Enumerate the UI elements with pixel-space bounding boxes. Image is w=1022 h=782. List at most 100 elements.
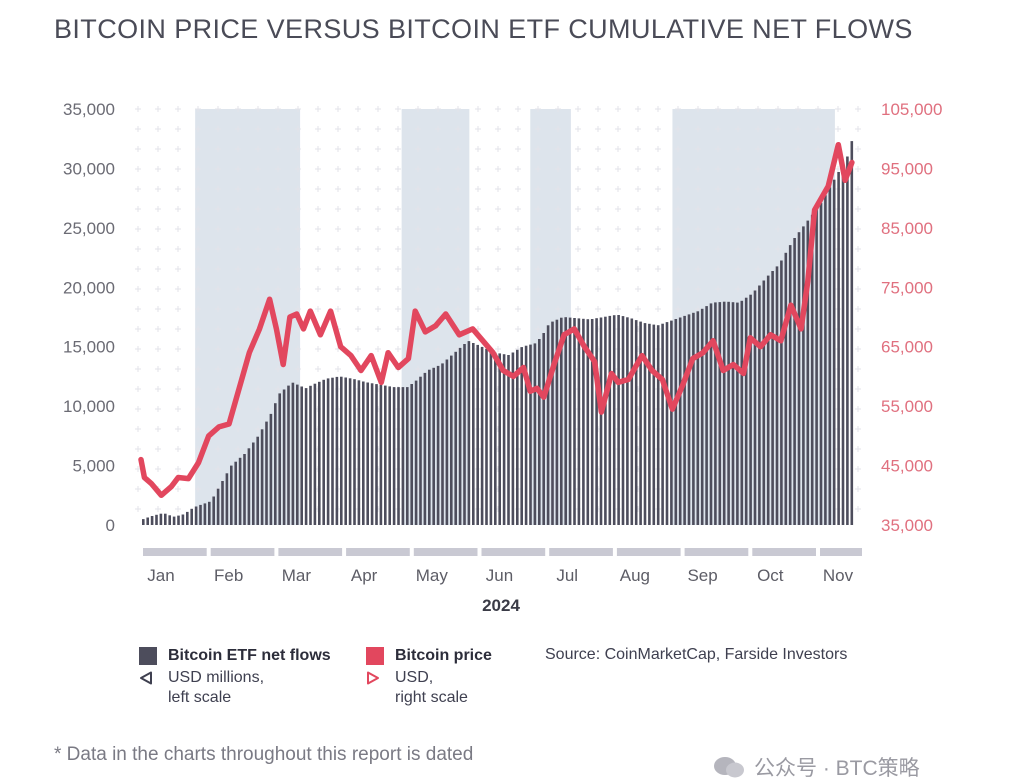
grid-cross (255, 246, 261, 252)
grid-cross (155, 186, 161, 192)
month-segment (549, 548, 613, 556)
etf-flow-bar (348, 378, 352, 525)
grid-cross (655, 286, 661, 292)
grid-cross (135, 366, 141, 372)
grid-cross (515, 306, 521, 312)
grid-cross (135, 426, 141, 432)
grid-cross (455, 266, 461, 272)
grid-cross (455, 306, 461, 312)
etf-flow-bar (828, 187, 832, 525)
left-tick-label: 5,000 (72, 457, 115, 476)
month-segment (684, 548, 749, 556)
month-segment (616, 548, 681, 556)
grid-cross (175, 286, 181, 292)
grid-cross (475, 286, 481, 292)
grid-cross (455, 186, 461, 192)
grid-cross (855, 166, 861, 172)
etf-flow-bar (142, 519, 145, 525)
grid-cross (355, 326, 361, 332)
grid-cross (835, 106, 841, 112)
grid-cross (255, 126, 261, 132)
etf-flow-bar (502, 354, 506, 525)
grid-cross (495, 226, 501, 232)
grid-cross (455, 206, 461, 212)
right-tick-label: 105,000 (881, 100, 942, 119)
left-axis: 0 5,000 10,000 15,000 20,000 25,000 30,000 35,0… (63, 100, 115, 535)
grid-cross (495, 106, 501, 112)
etf-flow-bar (551, 321, 554, 525)
grid-cross (395, 346, 401, 352)
month-labels: Jan Feb Mar Apr May Jun Jul Aug Sep Oct Nov (147, 566, 853, 585)
etf-flow-bar (793, 238, 796, 525)
etf-flow-bar (533, 343, 537, 525)
grid-cross (195, 406, 201, 412)
etf-flow-bar (335, 376, 339, 525)
grid-cross (195, 166, 201, 172)
grid-cross (855, 286, 861, 292)
grid-cross (675, 106, 681, 112)
grid-cross (395, 106, 401, 112)
grid-cross (755, 266, 761, 272)
grid-cross (375, 246, 381, 252)
etf-flow-bar (560, 317, 563, 525)
grid-cross (415, 206, 421, 212)
grid-cross (695, 286, 701, 292)
grid-cross (495, 146, 501, 152)
grid-cross (615, 286, 621, 292)
grid-cross (475, 146, 481, 152)
grid-cross (415, 246, 421, 252)
grid-cross (175, 266, 181, 272)
etf-flow-bar (727, 301, 730, 525)
grid-cross (515, 146, 521, 152)
grid-cross (595, 266, 601, 272)
grid-cross (155, 386, 161, 392)
month-segment (346, 548, 410, 556)
grid-cross (575, 126, 581, 132)
grid-cross (495, 246, 501, 252)
grid-cross (135, 166, 141, 172)
grid-cross (215, 226, 221, 232)
etf-flow-bar (379, 384, 383, 525)
month-label: Nov (823, 566, 854, 585)
grid-cross (335, 146, 341, 152)
etf-flow-bar (507, 355, 510, 525)
x-axis-label: 2024 (482, 596, 520, 615)
grid-cross (535, 246, 541, 252)
grid-cross (395, 146, 401, 152)
grid-cross (635, 126, 641, 132)
month-label: Aug (620, 566, 650, 585)
etf-flow-bar (815, 209, 818, 525)
grid-cross (475, 106, 481, 112)
grid-cross (655, 126, 661, 132)
etf-flow-bar (414, 380, 418, 525)
source-note: Source: CoinMarketCap, Farside Investors (545, 646, 848, 663)
etf-flow-bar (489, 350, 493, 525)
grid-cross (535, 326, 541, 332)
month-label: Jun (486, 566, 513, 585)
grid-cross (855, 306, 861, 312)
etf-flow-bar (357, 380, 361, 525)
grid-cross (275, 166, 281, 172)
etf-flow-bar (582, 318, 585, 525)
etf-flow-bar (643, 323, 647, 525)
grid-cross (675, 126, 681, 132)
etf-flow-bar (670, 320, 673, 525)
grid-cross (735, 286, 741, 292)
grid-cross (715, 206, 721, 212)
grid-cross (475, 186, 481, 192)
grid-cross (375, 326, 381, 332)
etf-flow-bar (696, 311, 700, 525)
left-tick-label: 10,000 (63, 397, 115, 416)
grid-cross (135, 486, 141, 492)
grid-cross (235, 306, 241, 312)
month-segment (143, 548, 207, 556)
grid-cross (235, 346, 241, 352)
grid-cross (175, 446, 181, 452)
grid-cross (435, 166, 441, 172)
grid-cross (695, 226, 701, 232)
grid-cross (675, 286, 681, 292)
grid-cross (595, 286, 601, 292)
grid-cross (295, 326, 301, 332)
etf-flow-bar (705, 306, 708, 525)
grid-cross (255, 106, 261, 112)
